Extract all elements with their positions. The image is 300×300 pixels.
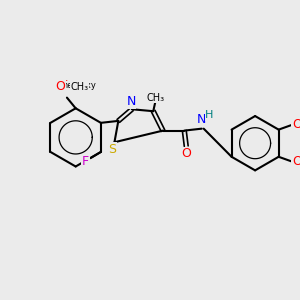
- Text: CH₃: CH₃: [70, 82, 88, 92]
- Text: CH₃: CH₃: [146, 93, 164, 103]
- Text: F: F: [82, 155, 89, 168]
- Text: N: N: [197, 113, 206, 126]
- Text: O: O: [292, 155, 300, 168]
- Text: H: H: [205, 110, 214, 120]
- Text: O: O: [181, 147, 191, 161]
- Text: S: S: [109, 142, 116, 155]
- Text: O: O: [55, 80, 65, 93]
- Text: N: N: [126, 95, 136, 108]
- Text: methoxy: methoxy: [59, 82, 96, 91]
- Text: O: O: [292, 118, 300, 131]
- Text: O: O: [59, 80, 69, 92]
